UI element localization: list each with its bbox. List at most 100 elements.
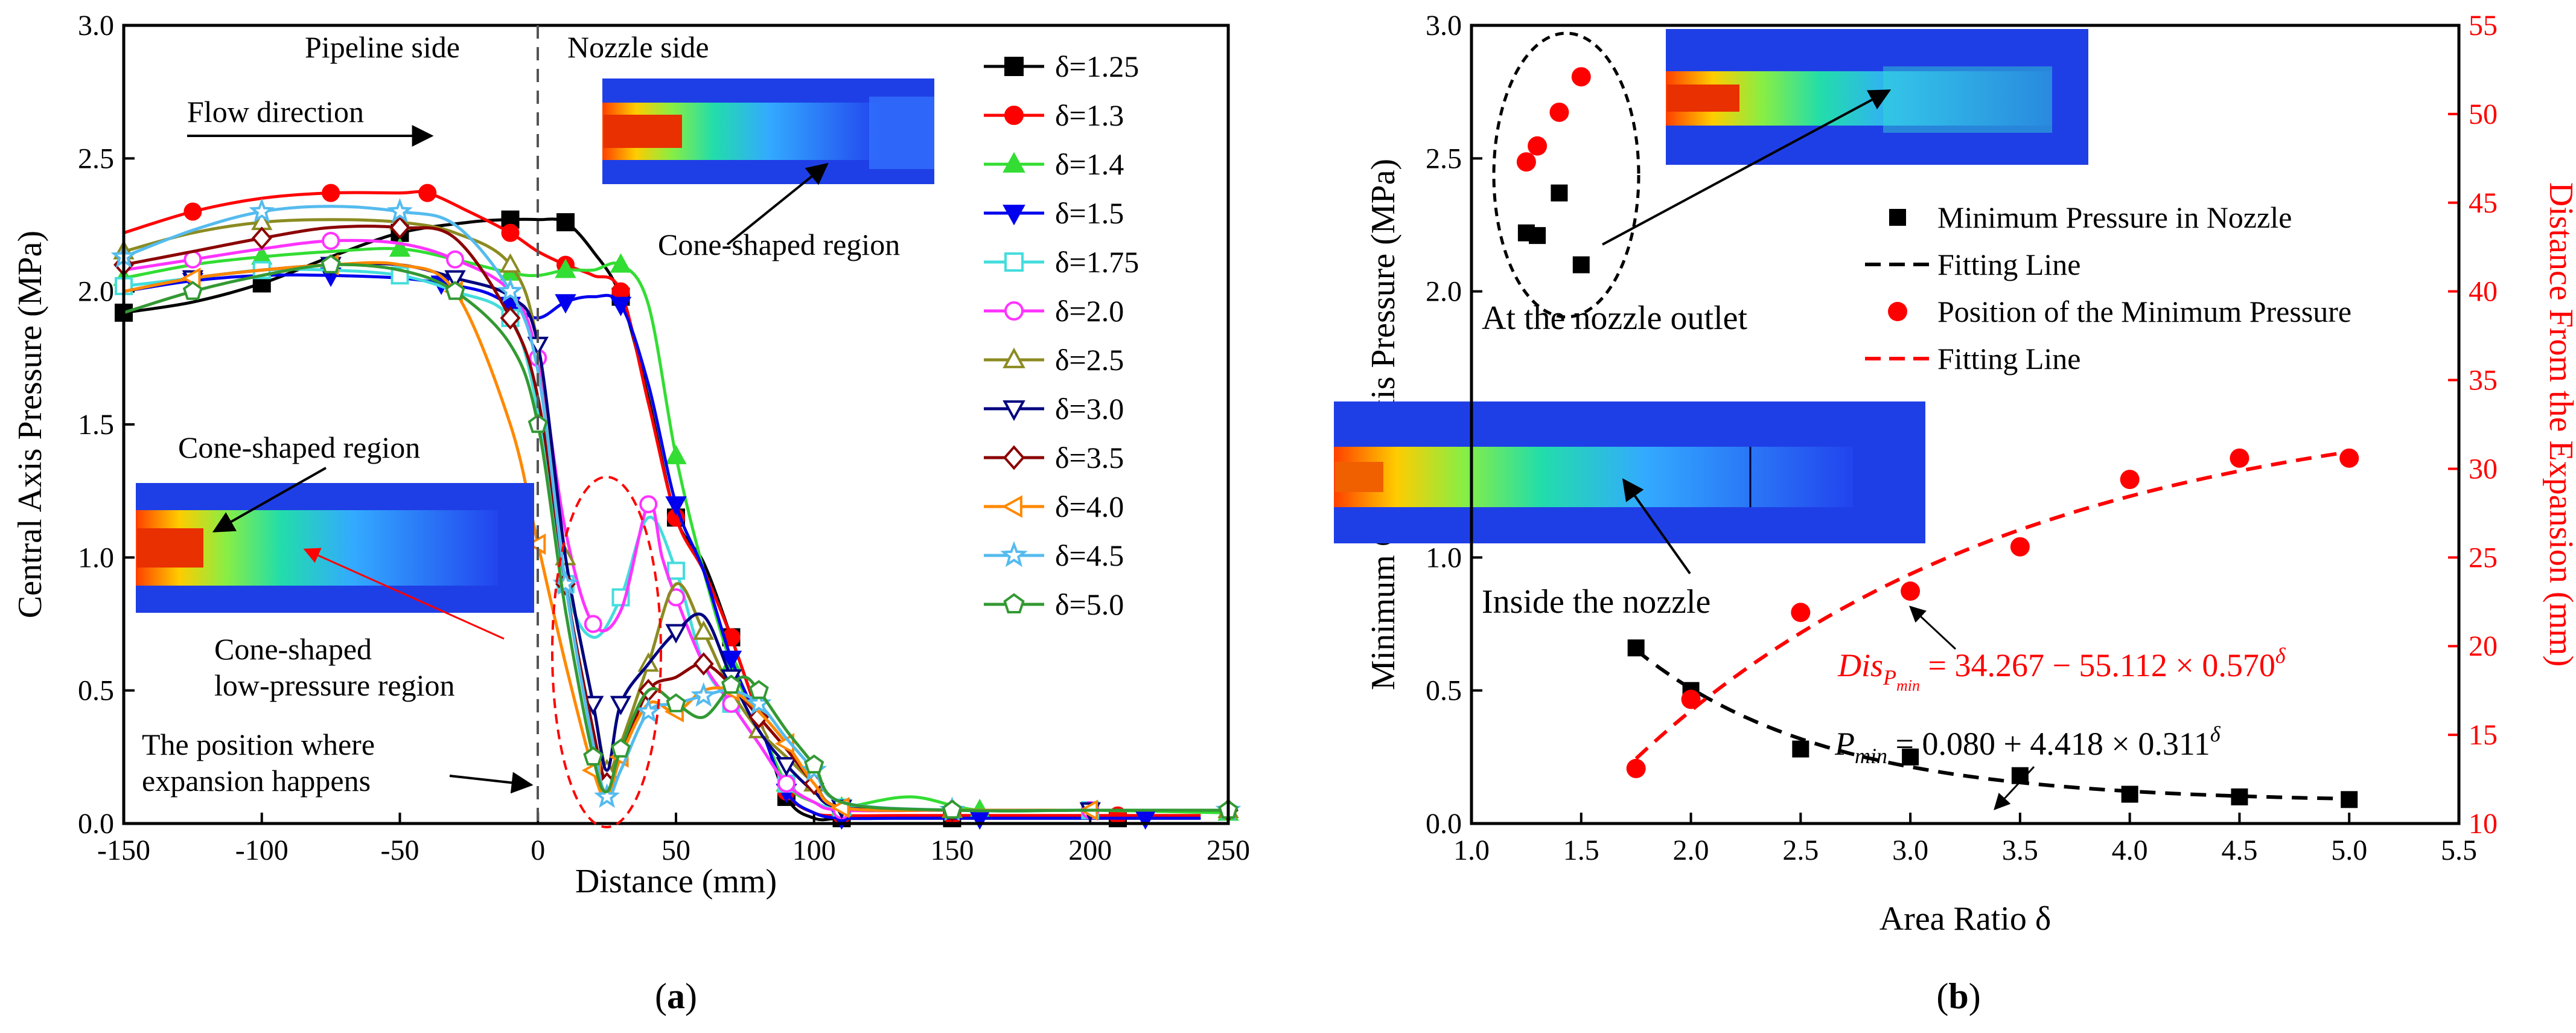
cone-left-label: Cone-shaped region — [178, 430, 420, 464]
a-x-tick-label: -100 — [235, 834, 289, 866]
a-x-tick-label: -50 — [381, 834, 419, 866]
data-point — [183, 202, 202, 221]
b-x-tick-label: 3.0 — [1892, 834, 1928, 866]
b-y-right-tick-label: 15 — [2469, 719, 2498, 751]
jet-image-outlet — [1666, 29, 2088, 165]
data-point — [1791, 603, 1811, 622]
data-point — [635, 698, 662, 723]
a-y-tick-label: 0.0 — [78, 808, 114, 840]
data-point — [2230, 448, 2249, 468]
a-y-tick-label: 2.0 — [78, 276, 114, 308]
data-point — [584, 615, 602, 633]
data-point — [690, 682, 717, 707]
b-x-tick-label: 2.5 — [1782, 834, 1819, 866]
b-y-right-tick-label: 20 — [2469, 630, 2498, 662]
legend-entry: Minimum Pressure in Nozzle — [1889, 200, 2292, 234]
legend-label: Fitting Line — [1937, 342, 2081, 376]
legend-entry: δ=1.3 — [984, 98, 1124, 132]
legend-entry: δ=2.5 — [984, 343, 1124, 377]
flow-direction-label: Flow direction — [187, 95, 364, 129]
legend-label: δ=3.5 — [1055, 441, 1124, 475]
data-point — [748, 680, 769, 699]
data-point — [387, 197, 413, 223]
a-x-tick-label: 0 — [531, 834, 545, 866]
b-y-right-tick-label: 40 — [2469, 276, 2498, 308]
outlet-dashed-ellipse — [1492, 31, 1640, 319]
data-point — [499, 253, 521, 273]
data-point — [497, 278, 523, 302]
jet-image-left — [136, 483, 534, 613]
b-y-right-tick-label: 30 — [2469, 453, 2498, 485]
data-point — [666, 693, 686, 712]
pipeline-side-label: Pipeline side — [305, 30, 460, 64]
data-point — [182, 281, 203, 300]
data-point — [389, 237, 411, 257]
dist-eq-rhs: = 34.267 − 55.112 × 0.570 — [1920, 647, 2275, 683]
legend-entry: δ=4.5 — [984, 539, 1124, 572]
b-x-tick-label: 2.0 — [1673, 834, 1709, 866]
data-point — [1627, 639, 1645, 657]
data-point — [1626, 758, 1646, 778]
a-y-tick-label: 1.0 — [78, 542, 114, 574]
p-eq-rhs: = 0.080 + 4.418 × 0.311 — [1887, 726, 2210, 762]
legend-marker — [1004, 106, 1024, 125]
cone-top-arrow — [726, 162, 829, 246]
legend-label: δ=1.75 — [1055, 245, 1139, 279]
a-x-tick-label: 100 — [792, 834, 836, 866]
cone-top-label: Cone-shaped region — [658, 228, 900, 261]
outlet-label: At the nozzle outlet — [1482, 299, 1748, 337]
cone-low-label-2: low-pressure region — [214, 668, 455, 702]
data-point — [552, 570, 579, 595]
data-point — [2121, 785, 2138, 803]
series-Position of the Minimum Pressure — [1516, 67, 2359, 778]
b-y-tick-label: 3.0 — [1426, 10, 1462, 42]
b-y-tick-label: 0.5 — [1426, 675, 1462, 707]
data-point — [1551, 184, 1568, 202]
dist-eq-sup: δ — [2275, 644, 2286, 668]
legend-entry: Position of the Minimum Pressure — [1888, 295, 2351, 328]
legend-marker — [1001, 495, 1022, 518]
data-point — [583, 746, 604, 766]
panel-b-label: (b) — [1936, 976, 1980, 1016]
data-point — [1529, 227, 1546, 245]
legend-entry: δ=1.4 — [984, 147, 1124, 181]
b-y-tick-label: 1.0 — [1426, 542, 1462, 574]
b-x-tick-label: 3.5 — [2002, 834, 2038, 866]
b-y-tick-label: 2.5 — [1426, 142, 1462, 174]
a-y-tick-label: 1.5 — [78, 409, 114, 441]
a-x-tick-label: -150 — [97, 834, 150, 866]
panel-b-legend: Minimum Pressure in Nozzle Fitting Line Po… — [1865, 200, 2351, 376]
legend-entry: δ=2.0 — [984, 294, 1124, 328]
b-x-tick-label: 4.0 — [2112, 834, 2148, 866]
a-y-axis-label: Central Axis Pressure (MPa) — [11, 231, 49, 618]
legend-label: Position of the Minimum Pressure — [1937, 295, 2351, 328]
data-point — [1549, 102, 1569, 122]
series-Minimum Pressure in Nozzle — [1517, 184, 2358, 808]
cone-low-arrow — [303, 548, 505, 640]
legend-entry: δ=3.5 — [984, 441, 1124, 475]
data-point — [555, 258, 576, 278]
data-point — [721, 674, 742, 694]
legend-marker — [1000, 541, 1028, 568]
cone-left-arrow — [212, 467, 327, 532]
b-y-right-tick-label: 50 — [2469, 98, 2498, 130]
data-point — [693, 652, 714, 676]
legend-label: δ=1.3 — [1055, 98, 1124, 132]
p-eq-lhs: P — [1834, 726, 1855, 762]
legend-entry: δ=1.25 — [984, 50, 1139, 83]
legend-label: δ=2.0 — [1055, 294, 1124, 328]
legend-label: δ=1.4 — [1055, 147, 1124, 181]
data-point — [418, 184, 437, 202]
data-point — [2010, 537, 2030, 557]
data-point — [610, 296, 632, 316]
series-line — [123, 261, 1228, 812]
expansion-label-2: expansion happens — [142, 764, 371, 798]
legend-marker — [1003, 347, 1025, 368]
b-x-tick-label: 5.5 — [2441, 834, 2477, 866]
legend-entry: δ=5.0 — [984, 587, 1124, 621]
distance-equation: DisPmin = 34.267 − 55.112 × 0.570δ — [1837, 644, 2286, 694]
panel-a-legend: δ=1.25 δ=1.3 δ=1.4 δ=1.5 δ=1.75 δ=2.0 δ=2.5 δ=3… — [984, 50, 1139, 621]
legend-marker — [1003, 152, 1025, 173]
legend-label: Fitting Line — [1937, 248, 2081, 281]
data-point — [501, 223, 520, 242]
